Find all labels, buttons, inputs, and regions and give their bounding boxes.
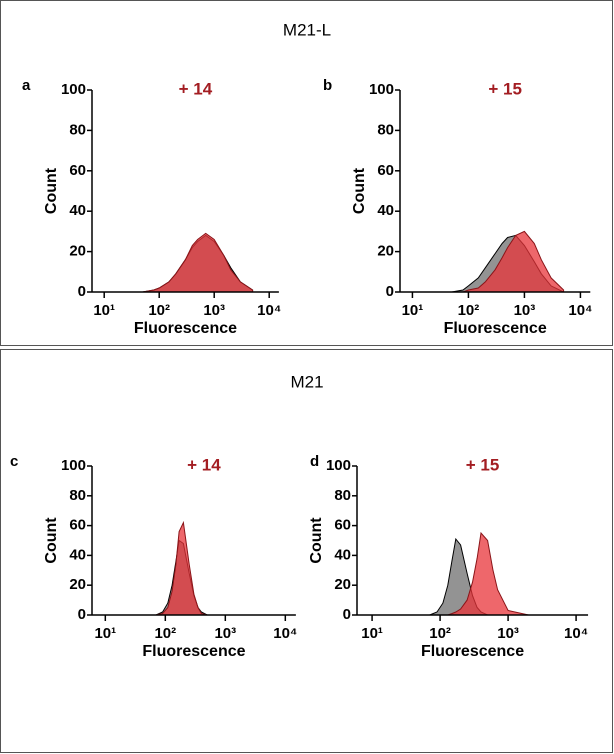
group-title: M21 (290, 372, 323, 391)
x-tick-label: 10² (458, 302, 480, 319)
y-tick-label: 20 (69, 576, 86, 593)
panel-letter: b (323, 77, 332, 94)
x-tick-label: 10³ (203, 302, 225, 319)
y-axis-label: Count (43, 167, 60, 214)
histogram-area (147, 539, 268, 616)
y-axis-label: Count (43, 517, 60, 564)
y-tick-label: 80 (334, 487, 351, 504)
x-axis-label: Fluorescence (421, 643, 524, 660)
x-tick-label: 10³ (497, 625, 519, 642)
x-tick-label: 10² (429, 625, 451, 642)
histogram-area (147, 520, 268, 616)
x-axis-label: Fluorescence (142, 643, 245, 660)
x-tick-label: 10⁴ (273, 625, 297, 642)
y-tick-label: 60 (69, 517, 86, 534)
y-tick-label: 60 (69, 162, 86, 179)
y-tick-label: 100 (326, 457, 351, 474)
x-tick-label: 10⁴ (564, 625, 588, 642)
y-tick-label: 40 (377, 202, 394, 219)
y-tick-label: 20 (377, 243, 394, 260)
panel-letter: c (10, 453, 18, 470)
chart-title: + 14 (187, 455, 221, 474)
x-axis-label: Fluorescence (444, 320, 547, 337)
histogram-area (451, 230, 565, 293)
group-frame (0, 0, 613, 346)
x-tick-label: 10⁴ (257, 302, 281, 319)
y-tick-label: 0 (78, 606, 86, 623)
x-axis-label: Fluorescence (134, 320, 237, 337)
chart-title: + 15 (488, 79, 522, 98)
y-axis-label: Count (308, 517, 325, 564)
x-tick-label: 10¹ (361, 625, 383, 642)
y-tick-label: 0 (343, 606, 351, 623)
chart-title: + 15 (466, 455, 500, 474)
x-tick-label: 10¹ (93, 302, 115, 319)
y-tick-label: 80 (69, 487, 86, 504)
group-frame (0, 349, 613, 753)
y-tick-label: 100 (369, 81, 394, 98)
histogram-area (142, 232, 254, 293)
x-tick-label: 10³ (514, 302, 536, 319)
y-tick-label: 40 (69, 546, 86, 563)
x-tick-label: 10¹ (402, 302, 424, 319)
y-tick-label: 100 (61, 457, 86, 474)
panel-letter: d (310, 453, 319, 470)
x-tick-label: 10² (154, 625, 176, 642)
chart-title: + 14 (179, 79, 213, 98)
x-tick-label: 10³ (214, 625, 236, 642)
panel-letter: a (22, 77, 31, 94)
y-tick-label: 80 (69, 121, 86, 138)
y-tick-label: 40 (334, 546, 351, 563)
histogram-area (419, 531, 556, 616)
y-tick-label: 60 (377, 162, 394, 179)
y-tick-label: 40 (69, 202, 86, 219)
y-tick-label: 100 (61, 81, 86, 98)
y-tick-label: 20 (334, 576, 351, 593)
y-tick-label: 0 (386, 283, 394, 300)
x-tick-label: 10¹ (94, 625, 116, 642)
group-title: M21-L (283, 20, 331, 39)
x-tick-label: 10² (148, 302, 170, 319)
y-tick-label: 80 (377, 121, 394, 138)
y-tick-label: 20 (69, 243, 86, 260)
y-tick-label: 0 (78, 283, 86, 300)
x-tick-label: 10⁴ (568, 302, 592, 319)
y-tick-label: 60 (334, 517, 351, 534)
y-axis-label: Count (351, 167, 368, 214)
